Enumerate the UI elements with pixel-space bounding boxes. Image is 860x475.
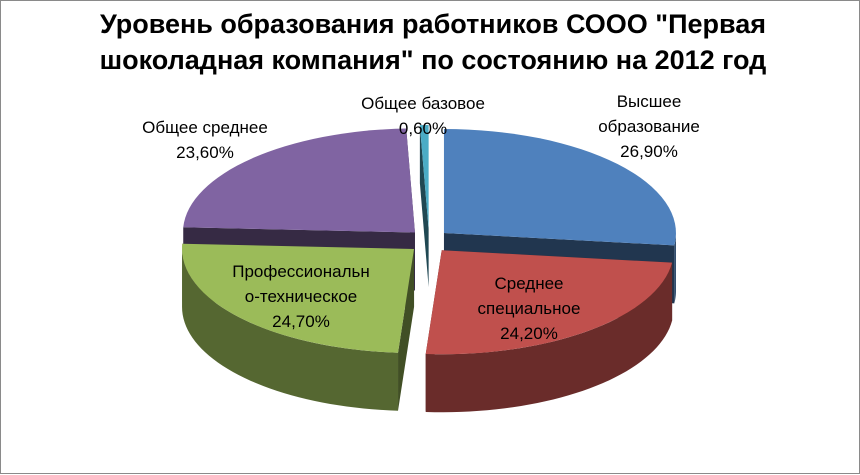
slice-4-name-line: Общее базовое bbox=[361, 94, 485, 113]
slice-4-top bbox=[419, 125, 429, 230]
slice-2-name-line: о-техническое bbox=[245, 287, 358, 306]
slice-2-wall-0 bbox=[398, 248, 415, 411]
chart-title-line-2: шоколадная компания" по состоянию на 201… bbox=[100, 45, 767, 75]
slice-0-top bbox=[443, 129, 676, 246]
slice-4-label: Общее базовое 0,60% bbox=[361, 94, 485, 138]
chart-title: Уровень образования работников СООО "Пер… bbox=[100, 9, 767, 75]
slice-0-value: 26,90% bbox=[620, 142, 678, 161]
slice-3-name-line: Общее среднее bbox=[142, 118, 268, 137]
slice-2-label: Профессиональн о-техническое 24,70% bbox=[232, 262, 370, 331]
slice-1-top bbox=[425, 250, 673, 355]
slice-3-label: Общее среднее 23,60% bbox=[142, 118, 268, 162]
pie-tops bbox=[182, 125, 676, 355]
slice-0-outer-wall bbox=[674, 233, 676, 304]
slice-4-value: 0,60% bbox=[399, 119, 447, 138]
slice-2-name-line: Профессиональн bbox=[232, 262, 370, 281]
slice-0-label: Высшее образование 26,90% bbox=[598, 92, 700, 161]
slice-2-value: 24,70% bbox=[272, 312, 330, 331]
slice-0-name-line: образование bbox=[598, 117, 700, 136]
slice-2-top bbox=[182, 243, 415, 353]
slice-1-label: Среднее специальное 24,20% bbox=[478, 274, 581, 343]
slice-4-wall-0 bbox=[419, 125, 429, 288]
slice-0-name-line: Высшее bbox=[617, 92, 682, 111]
slice-3-top bbox=[183, 128, 415, 233]
pie-labels: Высшее образование 26,90% Среднее специально… bbox=[142, 92, 700, 343]
slice-1-outer-wall bbox=[425, 262, 673, 413]
slice-1-name-line: специальное bbox=[478, 299, 581, 318]
slice-2-outer-wall bbox=[182, 248, 399, 411]
slice-1-name-line: Среднее bbox=[494, 274, 563, 293]
slice-1-value: 24,20% bbox=[500, 324, 558, 343]
chart-title-line-1: Уровень образования работников СООО "Пер… bbox=[100, 9, 766, 39]
slice-3-value: 23,60% bbox=[176, 143, 234, 162]
